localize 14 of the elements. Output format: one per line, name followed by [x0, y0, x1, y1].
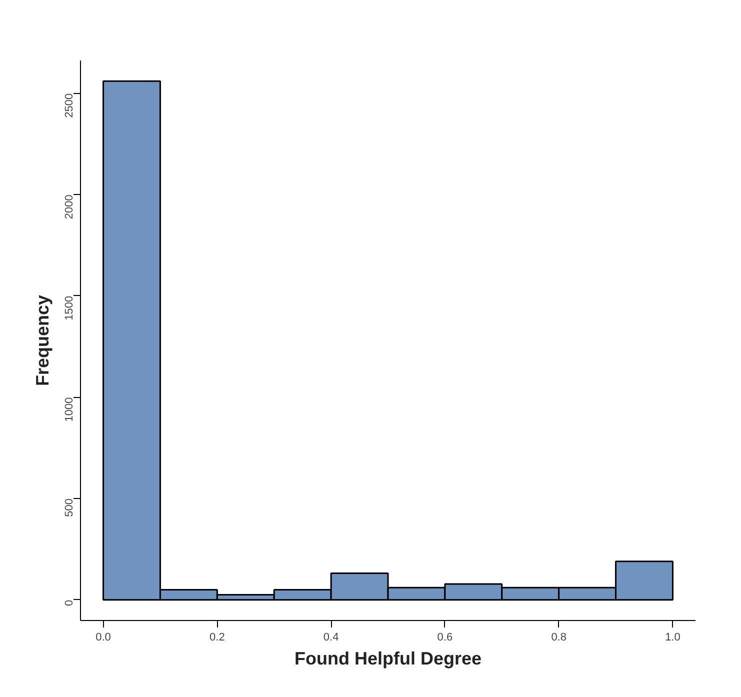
x-tick-label: 1.0 — [665, 632, 680, 644]
y-tick-label: 2000 — [64, 194, 76, 220]
x-tick-label: 0.2 — [210, 632, 225, 644]
y-axis-title: Frequency — [32, 294, 52, 386]
x-axis-title: Found Helpful Degree — [294, 648, 482, 668]
y-tick-label: 2500 — [64, 93, 76, 118]
y-tick-label: 0 — [64, 600, 76, 606]
y-tick-label: 500 — [64, 498, 76, 517]
x-tick-label: 0.8 — [551, 632, 566, 644]
x-tick-label: 0.4 — [323, 632, 339, 644]
y-tick-label: 1500 — [64, 296, 76, 320]
x-tick-label: 0.6 — [437, 632, 453, 644]
x-tick-label: 0.0 — [96, 632, 111, 644]
y-tick-label: 1000 — [64, 397, 76, 422]
